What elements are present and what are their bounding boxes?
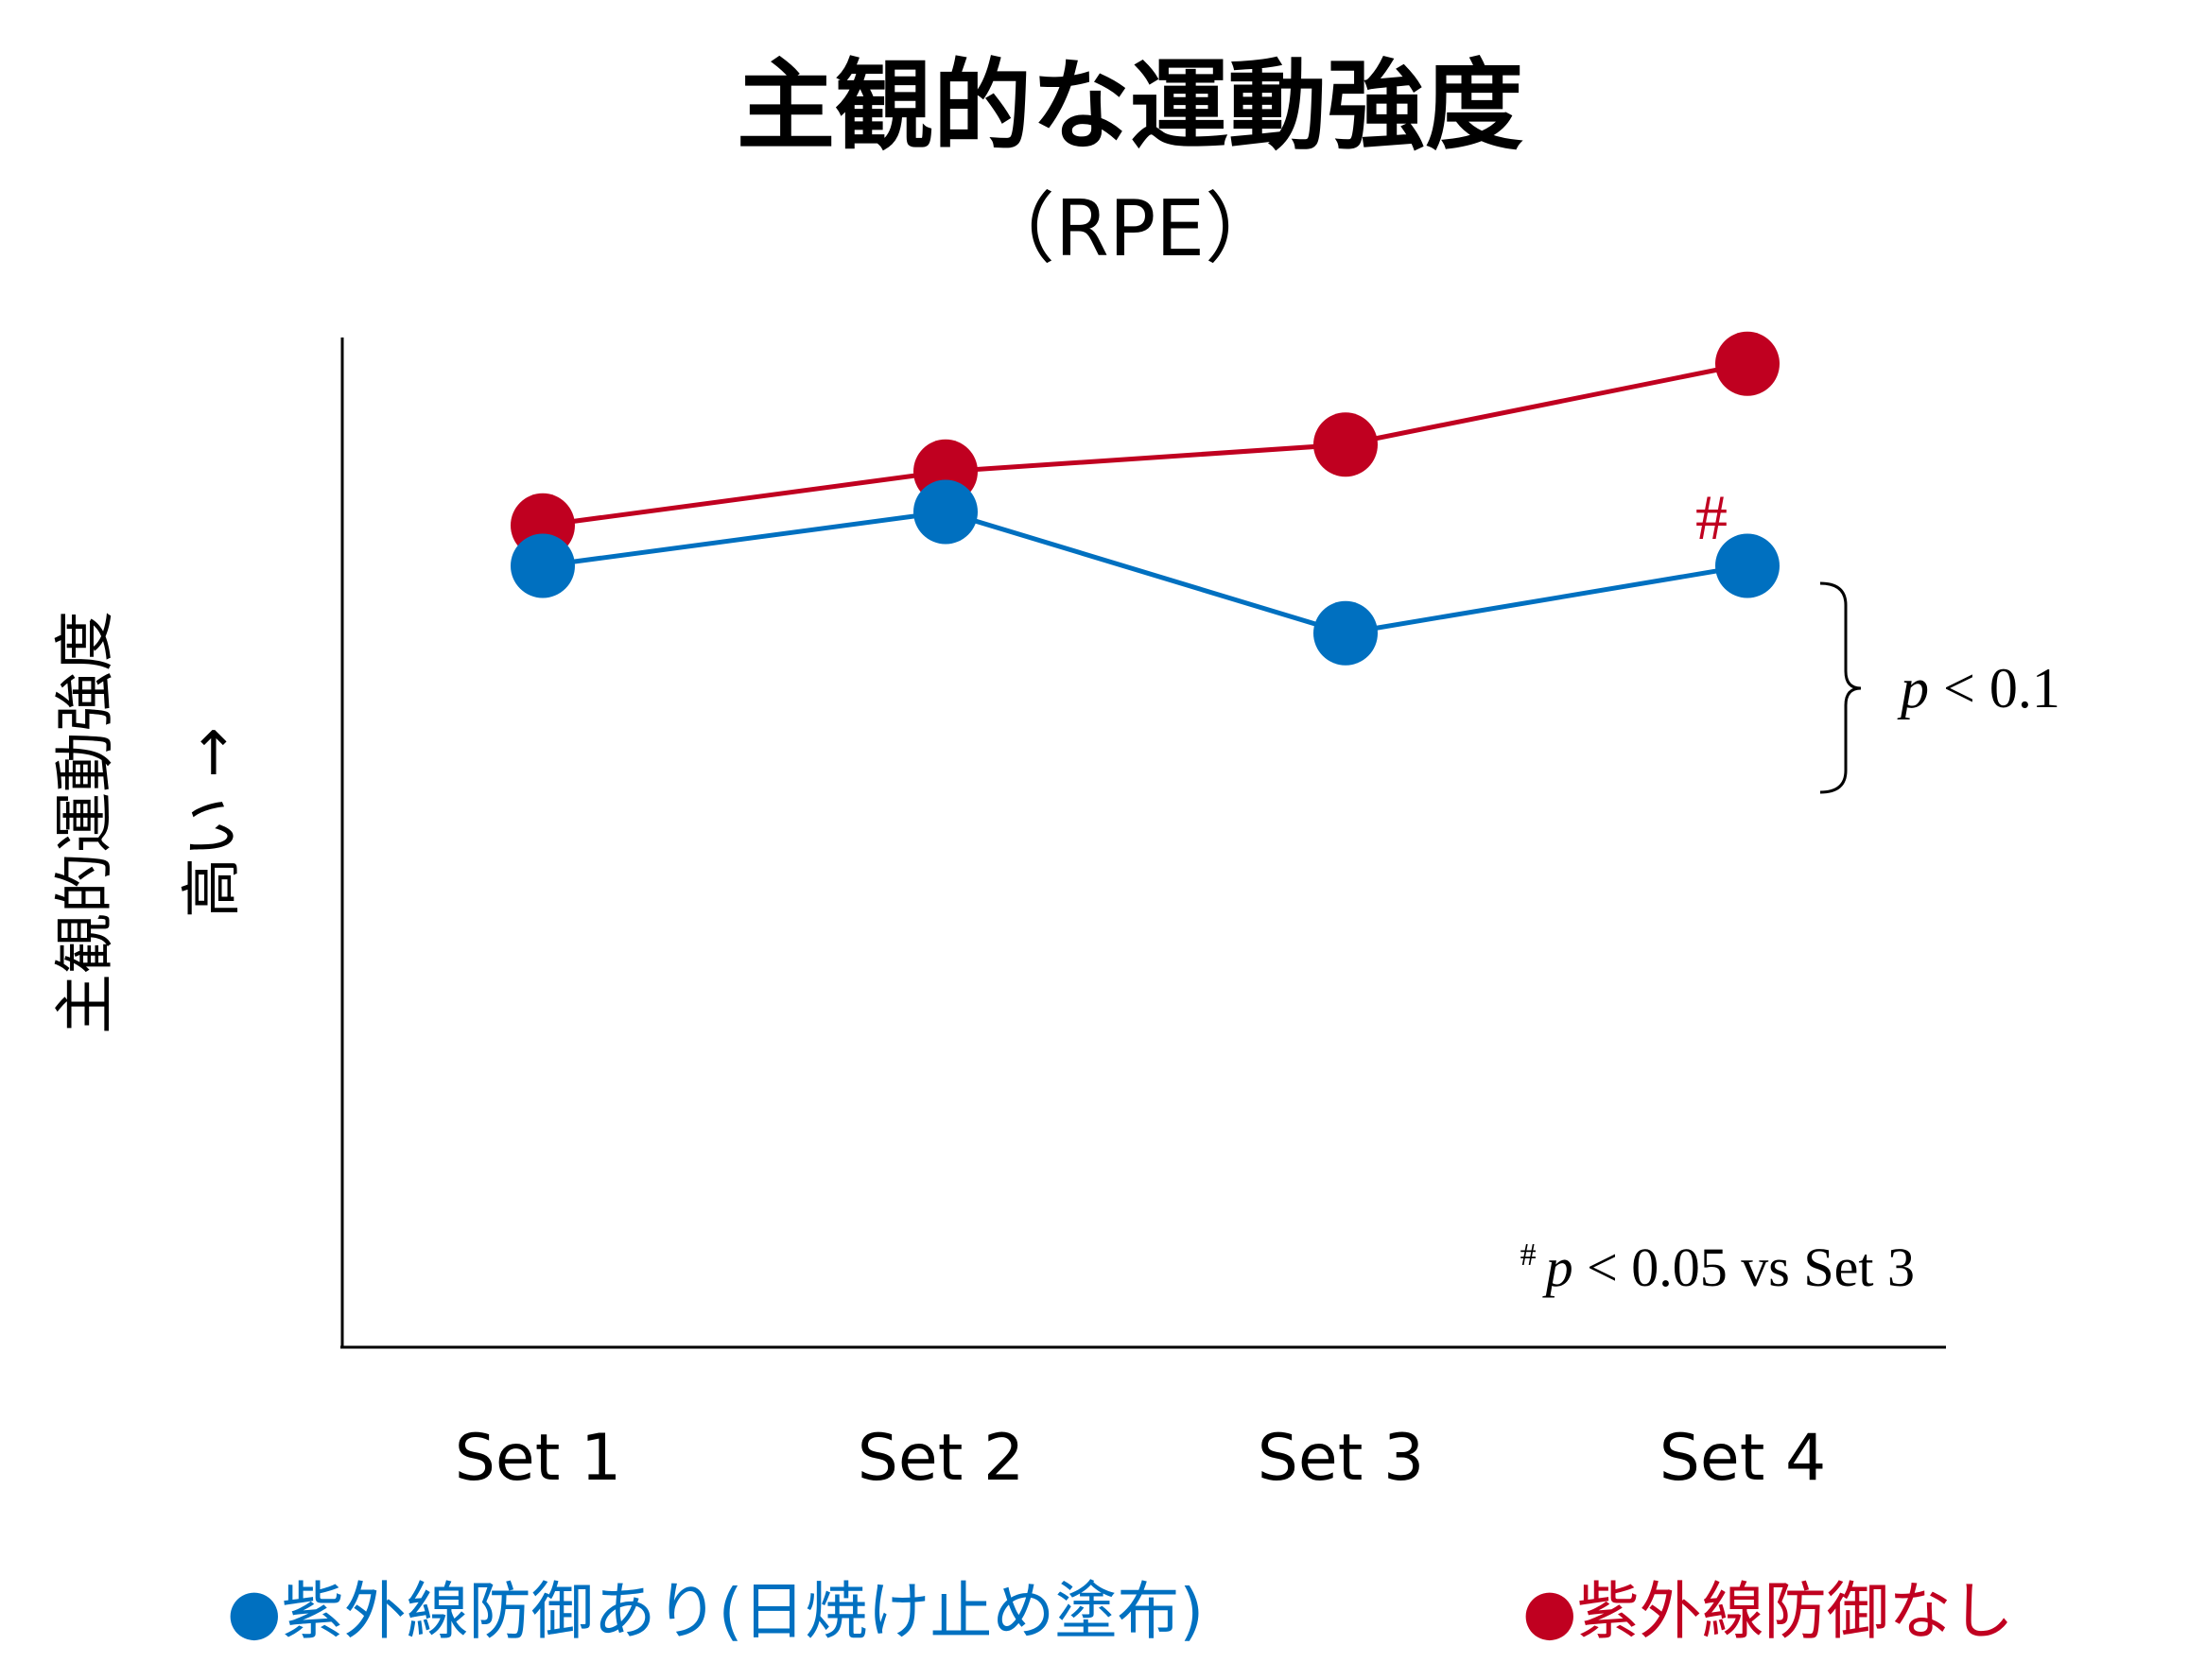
data-point-uv-protected <box>1313 600 1378 666</box>
footnote-p-symbol: p <box>1542 1237 1573 1298</box>
series-line-uv-protected <box>542 509 1748 636</box>
legend-item-uv-protected: ●紫外線防御あり(日焼け止め塗布) <box>227 1575 1204 1648</box>
series-line-uv-unprotected <box>542 361 1748 528</box>
x-tick-label: Set 1 <box>455 1421 622 1496</box>
data-point-uv-protected <box>511 533 575 598</box>
bracket-p-symbol: p <box>1897 657 1929 719</box>
data-point-uv-protected <box>913 479 978 545</box>
footnote: # p < 0.05 vs Set 3 <box>1520 1237 1915 1298</box>
bracket-p-value-label: p < 0.1 <box>1897 657 2060 719</box>
footnote-rest: < 0.05 vs Set 3 <box>1573 1237 1915 1298</box>
x-tick-label: Set 4 <box>1659 1421 1827 1496</box>
significance-hash-marker: # <box>1695 481 1728 553</box>
y-axis-label: 主観的運動強度 <box>51 611 121 1034</box>
x-tick-label: Set 3 <box>1258 1421 1425 1496</box>
x-tick-label: Set 2 <box>858 1421 1025 1496</box>
bracket-p-rest: < 0.1 <box>1929 657 2060 719</box>
significance-bracket <box>1819 581 1862 794</box>
y-axis-direction-label: 高い → <box>178 727 248 918</box>
data-point-uv-unprotected <box>1313 412 1378 477</box>
footnote-hash: # <box>1520 1238 1537 1273</box>
legend-item-uv-unprotected: ●紫外線防御なし <box>1522 1575 2014 1648</box>
x-tick-labels: Set 1 Set 2 Set 3 Set 4 <box>455 1421 1827 1496</box>
chart-title: 主観的な運動強度 <box>737 48 1523 164</box>
data-point-uv-protected <box>1715 533 1780 598</box>
data-point-uv-unprotected <box>1715 331 1780 396</box>
series-layer <box>511 331 1780 666</box>
chart-subtitle: （RPE） <box>978 184 1282 274</box>
